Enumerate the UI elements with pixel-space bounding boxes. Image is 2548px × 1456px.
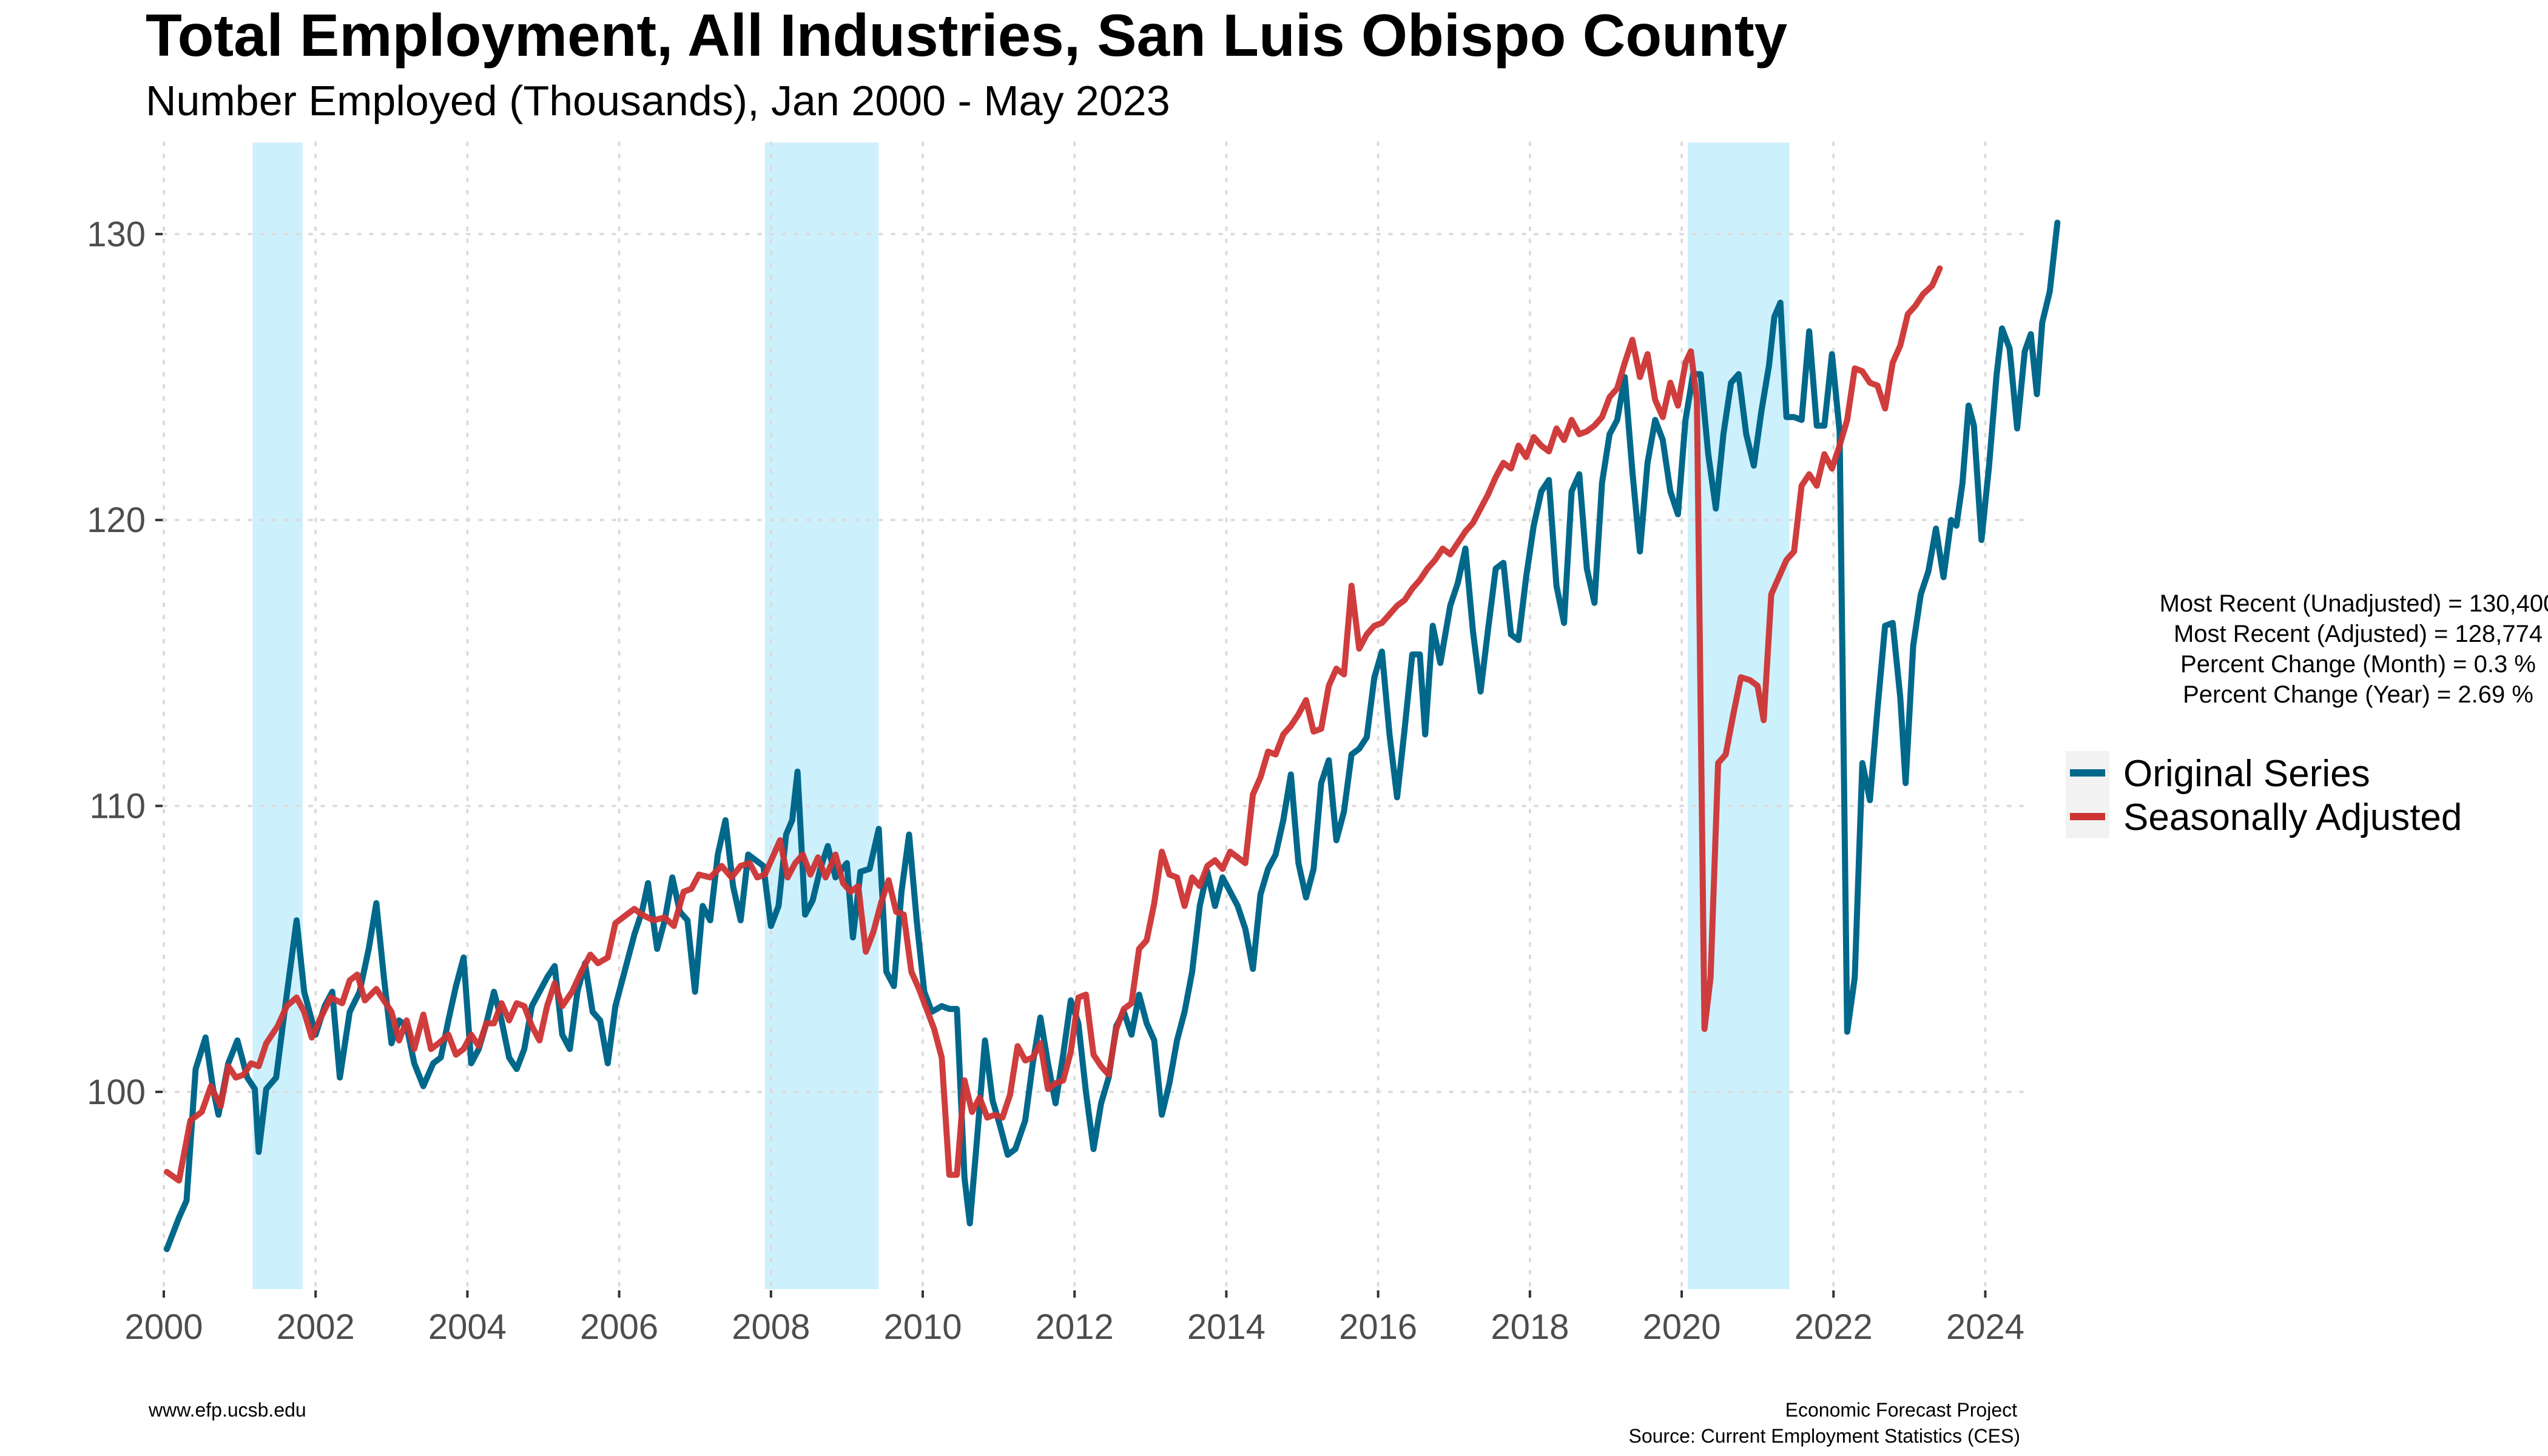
footer-org: Economic Forecast Project xyxy=(1785,1399,2017,1421)
stat-most-recent-adjusted: Most Recent (Adjusted) = 128,774 xyxy=(2174,621,2543,647)
x-tick-label-2004: 2004 xyxy=(428,1307,507,1347)
series-line-original xyxy=(164,220,2061,1252)
x-tick-label-2020: 2020 xyxy=(1643,1307,1721,1347)
x-tick-label-2024: 2024 xyxy=(1946,1307,2024,1347)
y-tick-label-110: 110 xyxy=(90,786,146,826)
x-tick-label-2018: 2018 xyxy=(1491,1307,1569,1347)
x-tick-label-2002: 2002 xyxy=(277,1307,355,1347)
summary-stats: Most Recent (Unadjusted) = 130,400 Most … xyxy=(2160,590,2548,708)
y-tick-label-100: 100 xyxy=(87,1073,146,1112)
x-tick-label-2006: 2006 xyxy=(580,1307,658,1347)
stat-percent-change-year: Percent Change (Year) = 2.69 % xyxy=(2183,681,2533,708)
x-tick-label-2016: 2016 xyxy=(1339,1307,1417,1347)
gridlines xyxy=(163,141,2024,1290)
recession-band-1 xyxy=(252,143,303,1289)
recession-band-2 xyxy=(764,143,879,1289)
x-tick-label-2012: 2012 xyxy=(1036,1307,1114,1347)
x-tick-label-2014: 2014 xyxy=(1187,1307,1266,1347)
y-axis: 100 110 120 130 xyxy=(87,215,163,1112)
x-tick-label-2008: 2008 xyxy=(732,1307,810,1347)
legend: Original Series Seasonally Adjusted xyxy=(2066,751,2462,838)
x-tick-label-2022: 2022 xyxy=(1795,1307,1873,1347)
chart-subtitle: Number Employed (Thousands), Jan 2000 - … xyxy=(146,77,1170,124)
footer-source: Source: Current Employment Statistics (C… xyxy=(1628,1425,2020,1447)
legend-label-adjusted: Seasonally Adjusted xyxy=(2123,797,2462,838)
stat-percent-change-month: Percent Change (Month) = 0.3 % xyxy=(2180,651,2536,678)
x-axis: 2000 2002 2004 2006 2008 2010 2012 2014 2016 2018… xyxy=(124,1290,2024,1347)
x-tick-label-2010: 2010 xyxy=(884,1307,962,1347)
stat-most-recent-unadjusted: Most Recent (Unadjusted) = 130,400 xyxy=(2160,590,2548,617)
y-tick-label-120: 120 xyxy=(87,500,146,540)
legend-label-original: Original Series xyxy=(2123,753,2370,795)
series-line-adjusted xyxy=(164,265,1943,1184)
footer-website: www.efp.ucsb.edu xyxy=(148,1399,306,1421)
chart-title: Total Employment, All Industries, San Lu… xyxy=(146,2,1787,69)
x-tick-label-2000: 2000 xyxy=(124,1307,203,1347)
y-tick-label-130: 130 xyxy=(87,215,146,254)
data-series xyxy=(164,220,2061,1252)
recession-bands xyxy=(252,143,1790,1289)
